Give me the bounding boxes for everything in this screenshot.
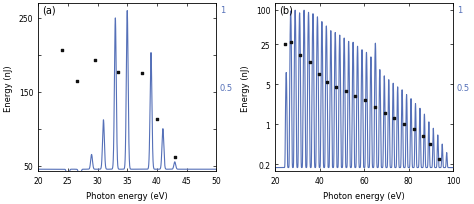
Point — [324, 81, 331, 84]
Point — [287, 41, 294, 45]
Point — [115, 71, 122, 74]
X-axis label: Photon energy (eV): Photon energy (eV) — [86, 191, 168, 200]
Y-axis label: Energy (nJ): Energy (nJ) — [241, 65, 250, 111]
Text: 0.5: 0.5 — [457, 83, 470, 92]
Point — [426, 143, 434, 146]
Point — [352, 95, 359, 98]
Point — [73, 80, 81, 83]
Point — [282, 43, 289, 47]
Point — [410, 128, 418, 131]
Point — [372, 106, 379, 109]
Point — [333, 86, 340, 89]
Point — [362, 99, 369, 103]
Text: (b): (b) — [279, 6, 292, 16]
Point — [58, 49, 65, 52]
Point — [315, 73, 322, 76]
Point — [171, 155, 179, 159]
Y-axis label: Energy (nJ): Energy (nJ) — [4, 65, 13, 111]
Point — [391, 116, 398, 120]
Point — [343, 90, 350, 93]
X-axis label: Photon energy (eV): Photon energy (eV) — [323, 191, 405, 200]
Text: 1: 1 — [220, 6, 225, 15]
Point — [296, 54, 303, 58]
Text: (a): (a) — [42, 6, 55, 16]
Point — [382, 111, 389, 115]
Point — [153, 118, 161, 121]
Point — [306, 61, 313, 65]
Point — [419, 135, 427, 138]
Point — [435, 157, 443, 161]
Point — [186, 173, 193, 176]
Text: 0.5: 0.5 — [220, 83, 233, 92]
Point — [401, 123, 408, 126]
Point — [138, 72, 146, 75]
Point — [91, 59, 98, 62]
Text: 1: 1 — [457, 6, 462, 15]
